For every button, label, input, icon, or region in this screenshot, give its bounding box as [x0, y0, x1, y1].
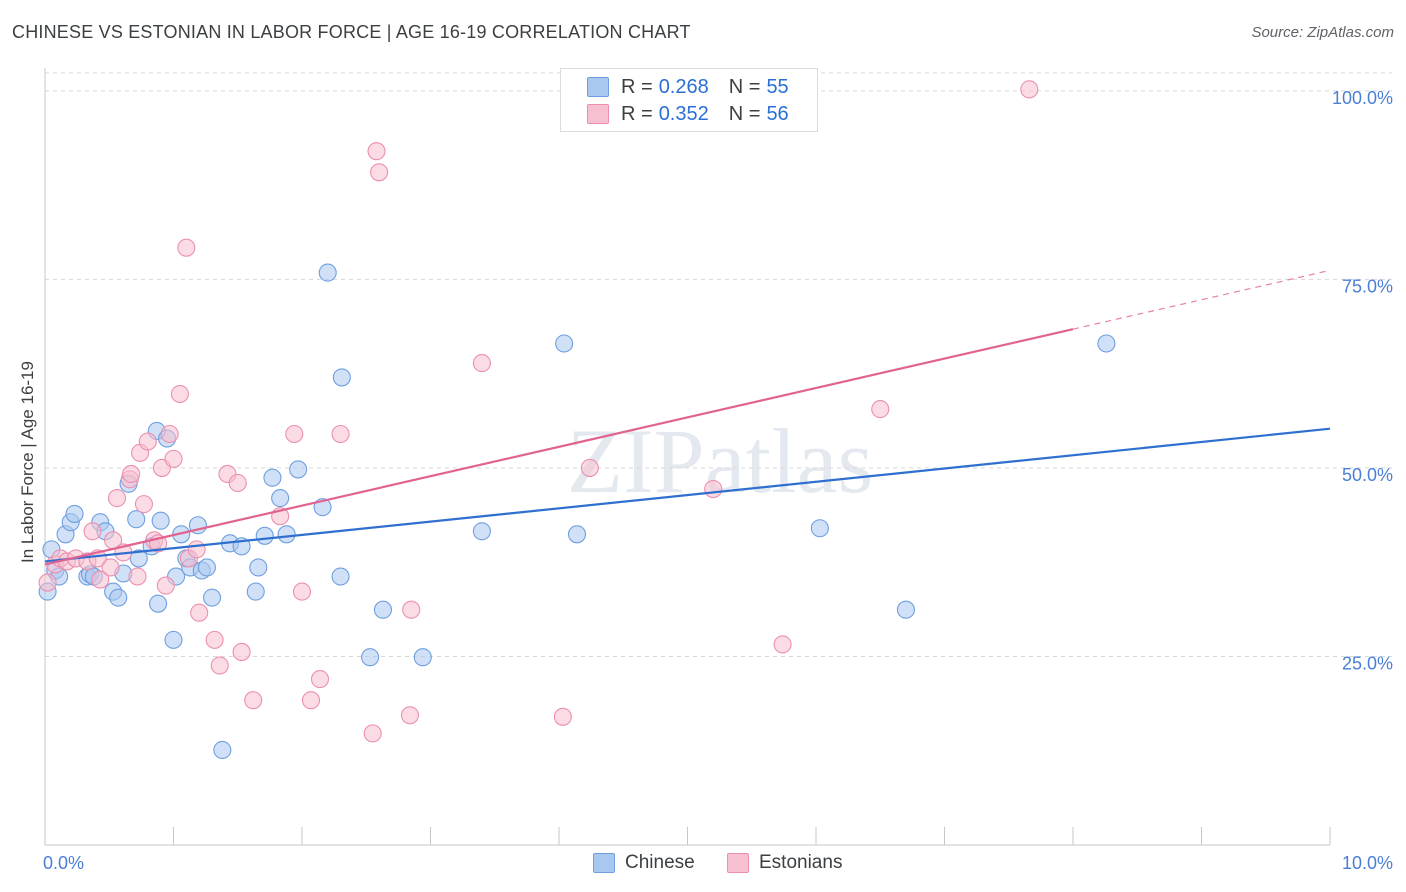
- chinese-point: [151, 511, 170, 530]
- chinese-point: [810, 519, 829, 538]
- estonian-point: [107, 489, 127, 508]
- estonian-point: [331, 424, 350, 444]
- estonian-swatch: [587, 104, 609, 124]
- stats-legend: R = 0.268 N = 55 R = 0.352 N = 56: [560, 68, 818, 132]
- legend-n-label: N =: [728, 75, 761, 98]
- estonian-point: [370, 163, 389, 182]
- chinese-point: [203, 588, 222, 607]
- x-tick-label: 10.0%: [1342, 853, 1393, 873]
- estonian-point: [553, 707, 572, 726]
- chinese-point: [127, 510, 146, 529]
- estonian-point: [83, 522, 102, 541]
- chinese-point: [896, 600, 916, 619]
- estonian-point: [156, 576, 175, 595]
- estonian-point: [402, 600, 421, 619]
- legend-r-value: 0.352: [658, 102, 709, 125]
- legend-n-label: N =: [728, 102, 761, 125]
- chinese-point: [65, 504, 84, 523]
- bottom-legend-label: Chinese: [625, 852, 695, 873]
- estonian-point: [871, 400, 890, 419]
- y-tick-label: 25.0%: [1342, 653, 1393, 673]
- estonian-point: [210, 656, 229, 675]
- chinese-point: [472, 522, 491, 541]
- legend-r-label: R =: [621, 75, 653, 98]
- chinese-point: [129, 549, 148, 568]
- bottom-legend-label: Estonians: [759, 852, 843, 873]
- chinese-point: [1097, 334, 1116, 353]
- estonian-point: [128, 567, 147, 586]
- legend-row-estonians: R = 0.352 N = 56: [587, 102, 789, 126]
- estonian-point: [228, 473, 247, 493]
- estonian-point: [363, 724, 382, 743]
- chinese-point: [109, 588, 128, 607]
- estonian-point: [187, 540, 206, 559]
- estonian-point: [244, 691, 263, 710]
- chinese-point: [331, 567, 350, 586]
- estonian-point: [134, 495, 153, 514]
- y-tick-label: 100.0%: [1332, 88, 1393, 108]
- estonian-point: [101, 558, 120, 577]
- chinese-point: [255, 526, 274, 545]
- chinese-point: [277, 525, 296, 544]
- chinese-point: [555, 334, 574, 353]
- legend-n-value: 55: [766, 75, 789, 98]
- source-label: Source: ZipAtlas.com: [1251, 24, 1394, 41]
- estonian-point: [285, 424, 304, 444]
- chinese-point: [246, 582, 265, 601]
- estonian-point: [190, 603, 209, 622]
- chinese-point: [567, 525, 587, 544]
- estonian-point: [232, 642, 251, 661]
- legend-n-value: 56: [766, 102, 789, 125]
- watermark: ZIPatlas: [567, 410, 874, 512]
- estonian-point: [400, 706, 419, 725]
- estonian-point: [472, 354, 491, 373]
- chinese-point: [149, 594, 168, 613]
- x-tick-label: 0.0%: [43, 853, 84, 873]
- estonian-point: [164, 449, 183, 468]
- estonian-point: [177, 238, 196, 257]
- estonian-point: [310, 670, 330, 689]
- estonian-point: [170, 384, 189, 404]
- bottom-legend-estonians: Estonians: [727, 852, 842, 874]
- chinese-point: [197, 558, 216, 577]
- estonian-point: [38, 573, 57, 592]
- chart-title: CHINESE VS ESTONIAN IN LABOR FORCE | AGE…: [12, 22, 691, 42]
- estonian-point: [301, 691, 321, 710]
- chinese-point: [373, 600, 393, 619]
- chinese-swatch: [587, 77, 609, 97]
- chinese-point: [271, 489, 290, 508]
- estonian-point: [122, 464, 141, 484]
- chinese-point: [413, 648, 432, 667]
- chinese-point: [289, 460, 308, 479]
- estonian-point: [580, 458, 599, 477]
- estonian-point: [292, 582, 312, 601]
- chinese-point: [318, 263, 337, 282]
- y-tick-label: 75.0%: [1342, 276, 1393, 296]
- legend-r-label: R =: [621, 102, 653, 125]
- bottom-legend-chinese: Chinese: [593, 852, 695, 874]
- chinese-trend-line: [44, 427, 1331, 563]
- chinese-point: [164, 630, 183, 649]
- y-tick-label: 50.0%: [1342, 465, 1393, 485]
- chinese-point: [361, 648, 380, 667]
- estonian-point: [367, 142, 386, 161]
- estonian-point: [704, 479, 723, 499]
- chinese-point: [263, 468, 282, 487]
- chinese-point: [213, 740, 232, 760]
- estonian-point: [1020, 80, 1039, 99]
- estonian-point: [91, 570, 110, 589]
- estonian-trend-line: [44, 328, 1074, 566]
- estonian-point: [773, 635, 792, 654]
- chinese-point: [332, 368, 351, 387]
- legend-r-value: 0.268: [658, 75, 709, 98]
- chinese-swatch: [593, 853, 615, 873]
- estonian-point: [205, 630, 224, 649]
- chinese-point: [249, 558, 268, 577]
- legend-row-chinese: R = 0.268 N = 55: [587, 75, 789, 99]
- estonian-swatch: [727, 853, 749, 873]
- estonian-point: [138, 432, 157, 451]
- estonian-point: [160, 424, 179, 444]
